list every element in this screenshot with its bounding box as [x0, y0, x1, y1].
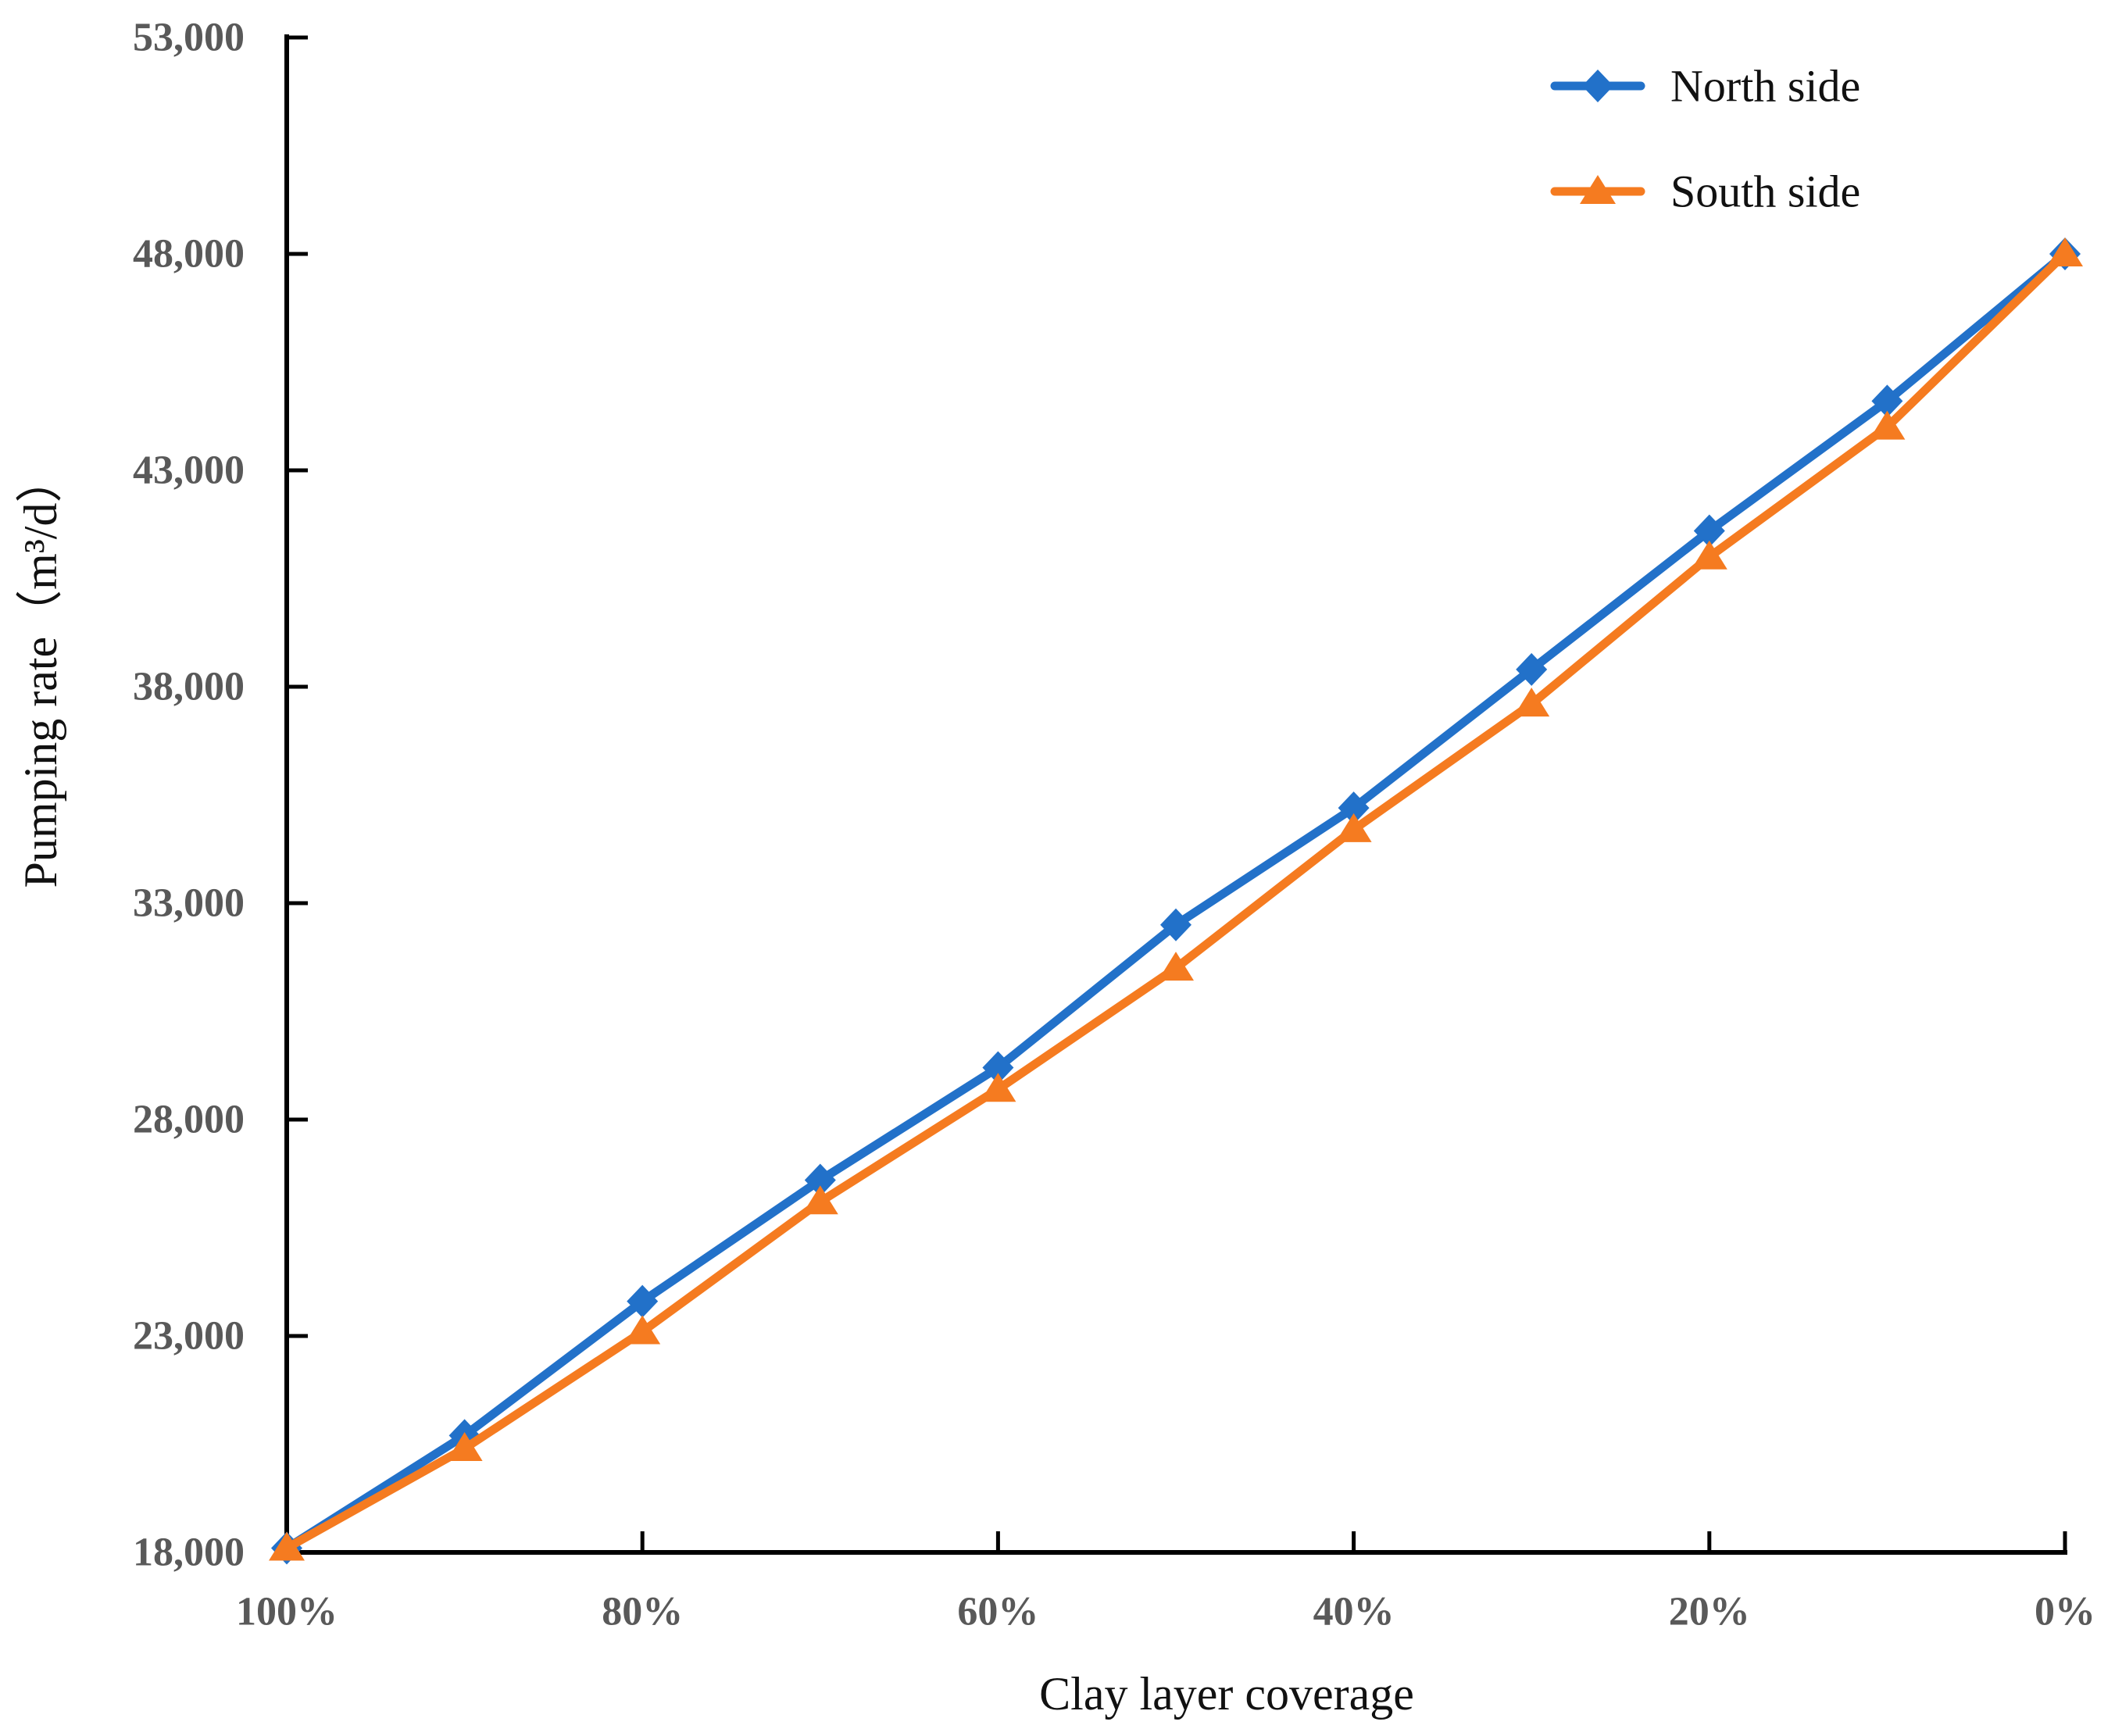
- triangle-marker: [1580, 175, 1616, 204]
- triangle-marker: [1691, 540, 1727, 570]
- y-tick-label: 33,000: [133, 881, 245, 926]
- legend-label: South side: [1670, 166, 1860, 217]
- triangle-marker: [1335, 813, 1372, 842]
- legend-item: North side: [1550, 61, 1860, 112]
- triangle-marker: [269, 1531, 305, 1561]
- y-tick-label: 48,000: [133, 232, 245, 277]
- diamond-marker: [1582, 70, 1613, 102]
- diamond-marker: [1516, 652, 1548, 686]
- x-axis-title: Clay layer coverage: [1039, 1668, 1414, 1720]
- x-tick-label: 80%: [602, 1590, 683, 1634]
- triangle-marker: [1869, 410, 1906, 440]
- x-tick-label: 20%: [1669, 1590, 1750, 1634]
- series-south-side: [269, 238, 2083, 1561]
- series-line-south-side: [282, 249, 2070, 1552]
- diamond-marker: [1160, 908, 1191, 941]
- legend-label: North side: [1670, 61, 1860, 112]
- diamond-marker: [804, 1163, 836, 1197]
- x-tick-label: 100%: [236, 1590, 338, 1634]
- y-tick-label: 53,000: [133, 16, 245, 60]
- triangle-marker: [802, 1185, 838, 1215]
- x-tick-label: 0%: [2035, 1590, 2095, 1634]
- x-tick-label: 60%: [957, 1590, 1038, 1634]
- diamond-marker: [627, 1284, 659, 1318]
- triangle-marker: [624, 1315, 661, 1345]
- triangle-marker: [2047, 238, 2083, 266]
- axis-ticks: [287, 35, 2067, 1552]
- legend: North side South side: [1550, 61, 1860, 217]
- series-north-side: [271, 238, 2081, 1565]
- data-series: [269, 238, 2083, 1565]
- y-axis-title: Pumping rate（m³/d）: [15, 456, 66, 888]
- triangle-marker: [446, 1432, 483, 1462]
- diamond-marker: [1871, 384, 1903, 418]
- series-line-north-side: [282, 249, 2070, 1552]
- legend-item: South side: [1550, 166, 1860, 217]
- diamond-marker: [982, 1051, 1014, 1084]
- triangle-marker: [1158, 952, 1194, 981]
- triangle-marker: [1513, 688, 1550, 717]
- y-tick-label: 18,000: [133, 1531, 245, 1575]
- y-tick-label: 43,000: [133, 448, 245, 493]
- diamond-marker: [1693, 514, 1725, 548]
- y-tick-label: 38,000: [133, 665, 245, 709]
- axes: [284, 34, 2067, 1555]
- y-tick-label: 23,000: [133, 1314, 245, 1359]
- triangle-marker: [980, 1073, 1016, 1102]
- y-tick-label: 28,000: [133, 1098, 245, 1142]
- diamond-marker: [1338, 791, 1370, 825]
- x-tick-label: 40%: [1313, 1590, 1395, 1634]
- axis-tick-labels: 18,000 23,000 28,000 33,000 38,000 43,000 48,0…: [133, 16, 2095, 1634]
